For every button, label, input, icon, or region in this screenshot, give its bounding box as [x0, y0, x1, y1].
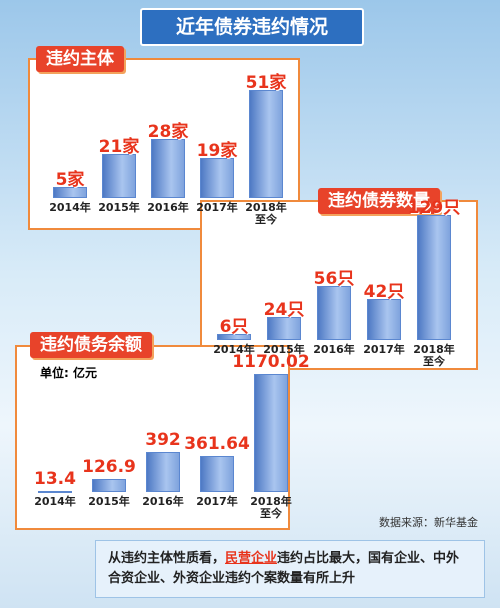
x-tick-label: 2016年 [142, 495, 184, 508]
bar [200, 157, 234, 198]
chart-title: 违约债券数量 [318, 188, 440, 214]
value-label: 51家 [245, 73, 287, 93]
bar [249, 90, 283, 198]
x-tick-label: 2015年 [88, 495, 130, 508]
x-tick-label: 2014年 [213, 343, 255, 356]
x-tick-label: 2014年 [49, 201, 91, 214]
value-label: 361.64 [184, 433, 250, 454]
main-title: 近年债券违约情况 [140, 8, 364, 46]
value-label: 13.4 [34, 468, 76, 489]
unit-label: 单位: 亿元 [40, 366, 97, 380]
x-tick-label: 2017年 [363, 343, 405, 356]
source: 数据来源：新华基金 [379, 516, 478, 529]
bar [200, 455, 234, 492]
bar [38, 490, 72, 493]
value-label: 28家 [147, 121, 189, 142]
bar [146, 452, 180, 492]
bar [367, 299, 401, 340]
chart-title: 违约主体 [36, 46, 124, 72]
bar [317, 285, 351, 340]
bar [92, 479, 126, 492]
value-label: 6只 [219, 317, 249, 338]
note-text: 从违约主体性质看， [108, 551, 226, 566]
value-label: 24只 [263, 299, 305, 320]
note-text: 违约占比最大，国有企业、中外合资企业、外资企业违约个案数量有所上升 [108, 551, 460, 586]
value-label: 5家 [55, 170, 85, 191]
value-label: 56只 [313, 268, 355, 289]
value-label: 126.9 [82, 457, 136, 478]
x-tick-label: 2017年 [196, 495, 238, 508]
bar [53, 187, 87, 198]
chart-title: 违约债务余额 [30, 332, 152, 358]
x-tick-label: 2015年 [263, 343, 305, 356]
bar [254, 374, 288, 492]
bar [217, 334, 251, 340]
bar [417, 215, 451, 340]
x-tick-label: 2016年 [313, 343, 355, 356]
value-label: 42只 [363, 282, 405, 303]
x-tick-label: 2018年 至今 [250, 495, 292, 520]
x-tick-label: 2014年 [34, 495, 76, 508]
bar [151, 138, 185, 198]
x-tick-label: 2016年 [147, 201, 189, 214]
bar [102, 153, 136, 198]
bar [267, 316, 301, 340]
note-box: 从违约主体性质看，民营企业违约占比最大，国有企业、中外合资企业、外资企业违约个案… [95, 540, 485, 598]
value-label: 1170.02 [232, 352, 310, 372]
value-label: 21家 [98, 136, 140, 157]
x-tick-label: 2017年 [196, 201, 238, 214]
panel [15, 345, 290, 530]
note-highlight: 民营企业 [225, 551, 278, 566]
x-tick-label: 2018年 至今 [245, 201, 287, 226]
value-label: 129只 [407, 198, 461, 218]
x-tick-label: 2018年 至今 [413, 343, 455, 368]
x-tick-label: 2015年 [98, 201, 140, 214]
value-label: 392 [145, 430, 181, 451]
value-label: 19家 [196, 140, 238, 161]
